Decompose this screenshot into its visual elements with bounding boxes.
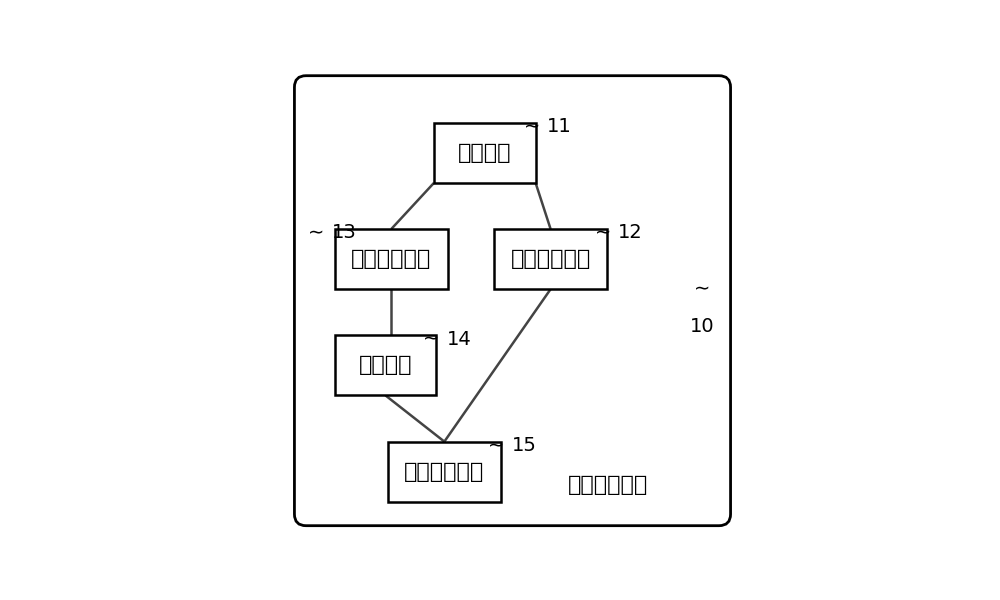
Text: ∼: ∼	[694, 280, 710, 298]
Text: 提取模块: 提取模块	[458, 143, 512, 163]
Text: 计算模块: 计算模块	[359, 355, 412, 376]
Text: 房颤检测装置: 房颤检测装置	[568, 475, 648, 496]
Text: 第三确定模块: 第三确定模块	[404, 461, 484, 482]
Text: 13: 13	[331, 223, 356, 242]
Text: 11: 11	[547, 117, 572, 136]
Text: ∼: ∼	[308, 223, 324, 242]
Bar	[335, 335, 436, 395]
Bar	[335, 229, 448, 289]
Text: 第一确定模块: 第一确定模块	[510, 249, 591, 269]
Text: ∼: ∼	[524, 117, 540, 136]
Text: ∼: ∼	[488, 436, 505, 455]
Text: ∼: ∼	[423, 329, 440, 349]
Text: 14: 14	[446, 329, 471, 349]
Bar	[434, 123, 536, 183]
Text: 12: 12	[618, 223, 643, 242]
Bar	[388, 442, 501, 502]
Text: 第二确定模块: 第二确定模块	[351, 249, 431, 269]
FancyBboxPatch shape	[294, 76, 731, 526]
Text: ∼: ∼	[595, 223, 611, 242]
Text: 15: 15	[512, 436, 536, 455]
Bar	[494, 229, 607, 289]
Text: 10: 10	[690, 317, 714, 336]
